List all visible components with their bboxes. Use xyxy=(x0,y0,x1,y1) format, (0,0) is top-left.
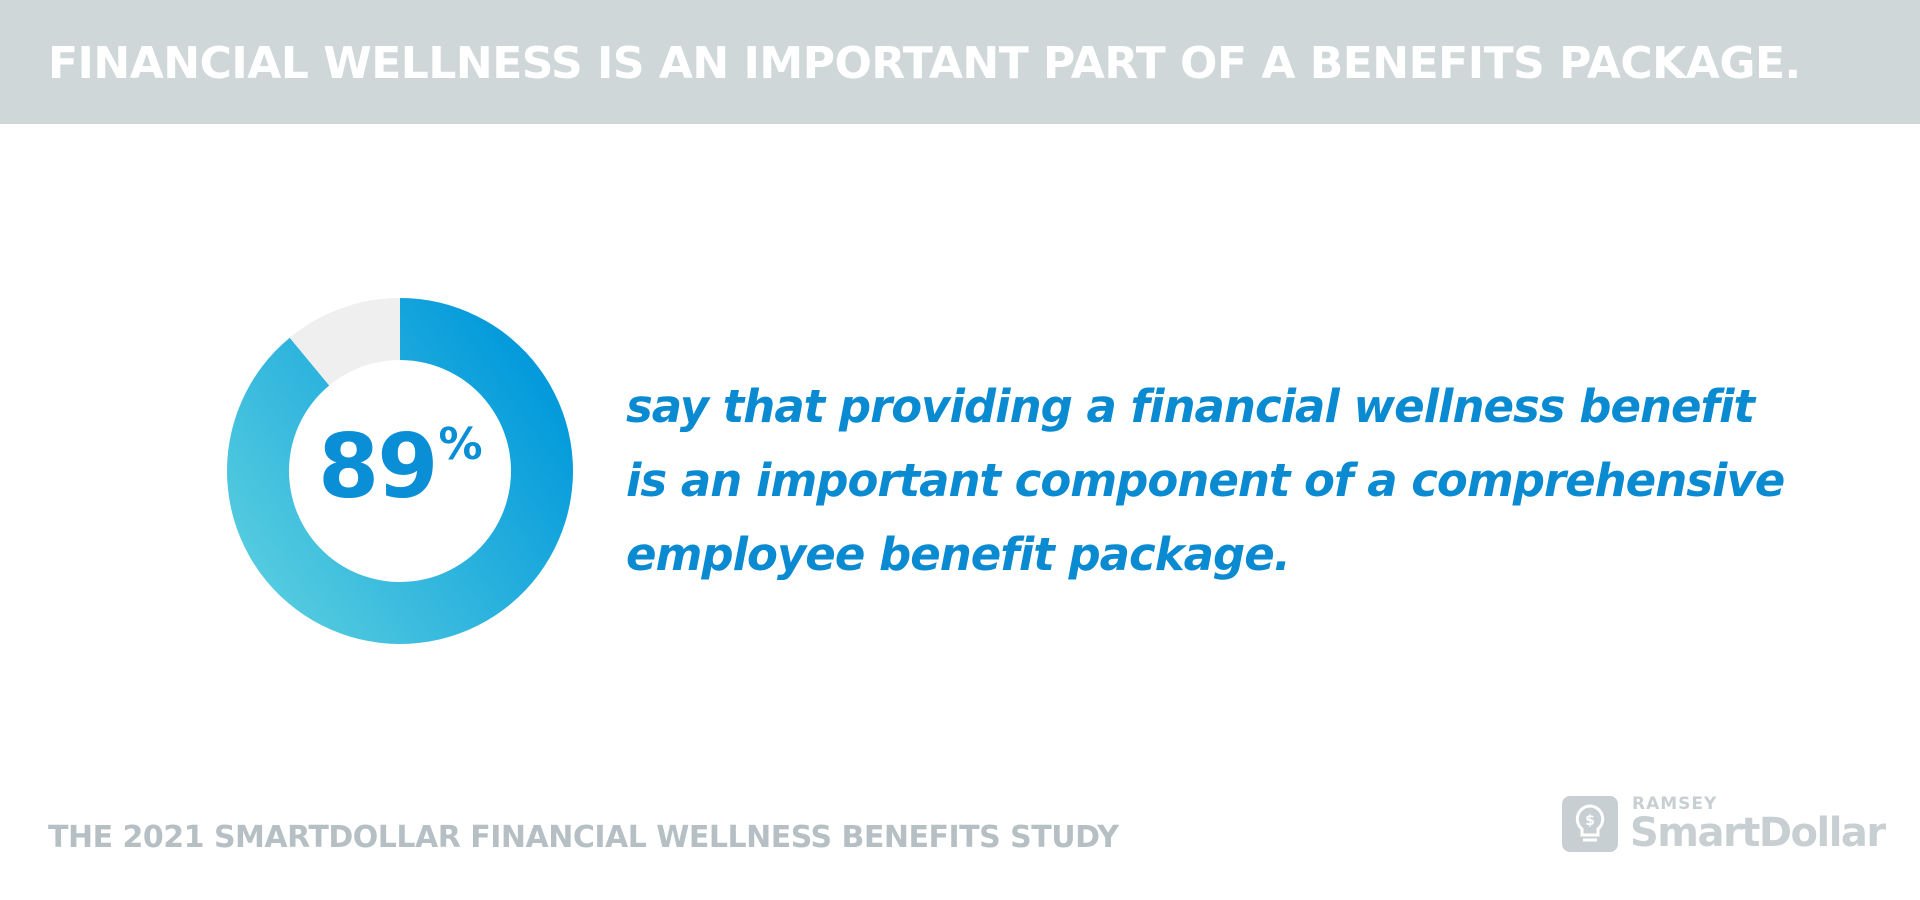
header-banner: FINANCIAL WELLNESS IS AN IMPORTANT PART … xyxy=(0,0,1920,124)
logo-smartdollar: SmartDollar xyxy=(1630,810,1886,856)
percentage-symbol: % xyxy=(438,419,483,470)
donut-chart xyxy=(226,298,573,644)
svg-text:$: $ xyxy=(1585,813,1595,829)
ramsey-smartdollar-logo: $ RAMSEY SmartDollar xyxy=(1562,794,1902,856)
statement-line: employee benefit package. xyxy=(626,528,1291,581)
lightbulb-dollar-icon: $ xyxy=(1562,796,1618,852)
percentage-number: 89 xyxy=(318,415,438,518)
statement-line: is an important component of a comprehen… xyxy=(626,454,1785,507)
logo-ramsey: RAMSEY xyxy=(1632,794,1718,814)
statement-text: say that providing a financial wellness … xyxy=(626,370,1785,592)
page-title: FINANCIAL WELLNESS IS AN IMPORTANT PART … xyxy=(48,38,1801,89)
percentage-label: 89% xyxy=(318,415,483,518)
donut-segment-11 xyxy=(289,298,400,386)
source-footer: THE 2021 SMARTDOLLAR FINANCIAL WELLNESS … xyxy=(48,820,1119,855)
donut-segment-89 xyxy=(226,298,573,644)
statement-line: say that providing a financial wellness … xyxy=(626,380,1755,433)
